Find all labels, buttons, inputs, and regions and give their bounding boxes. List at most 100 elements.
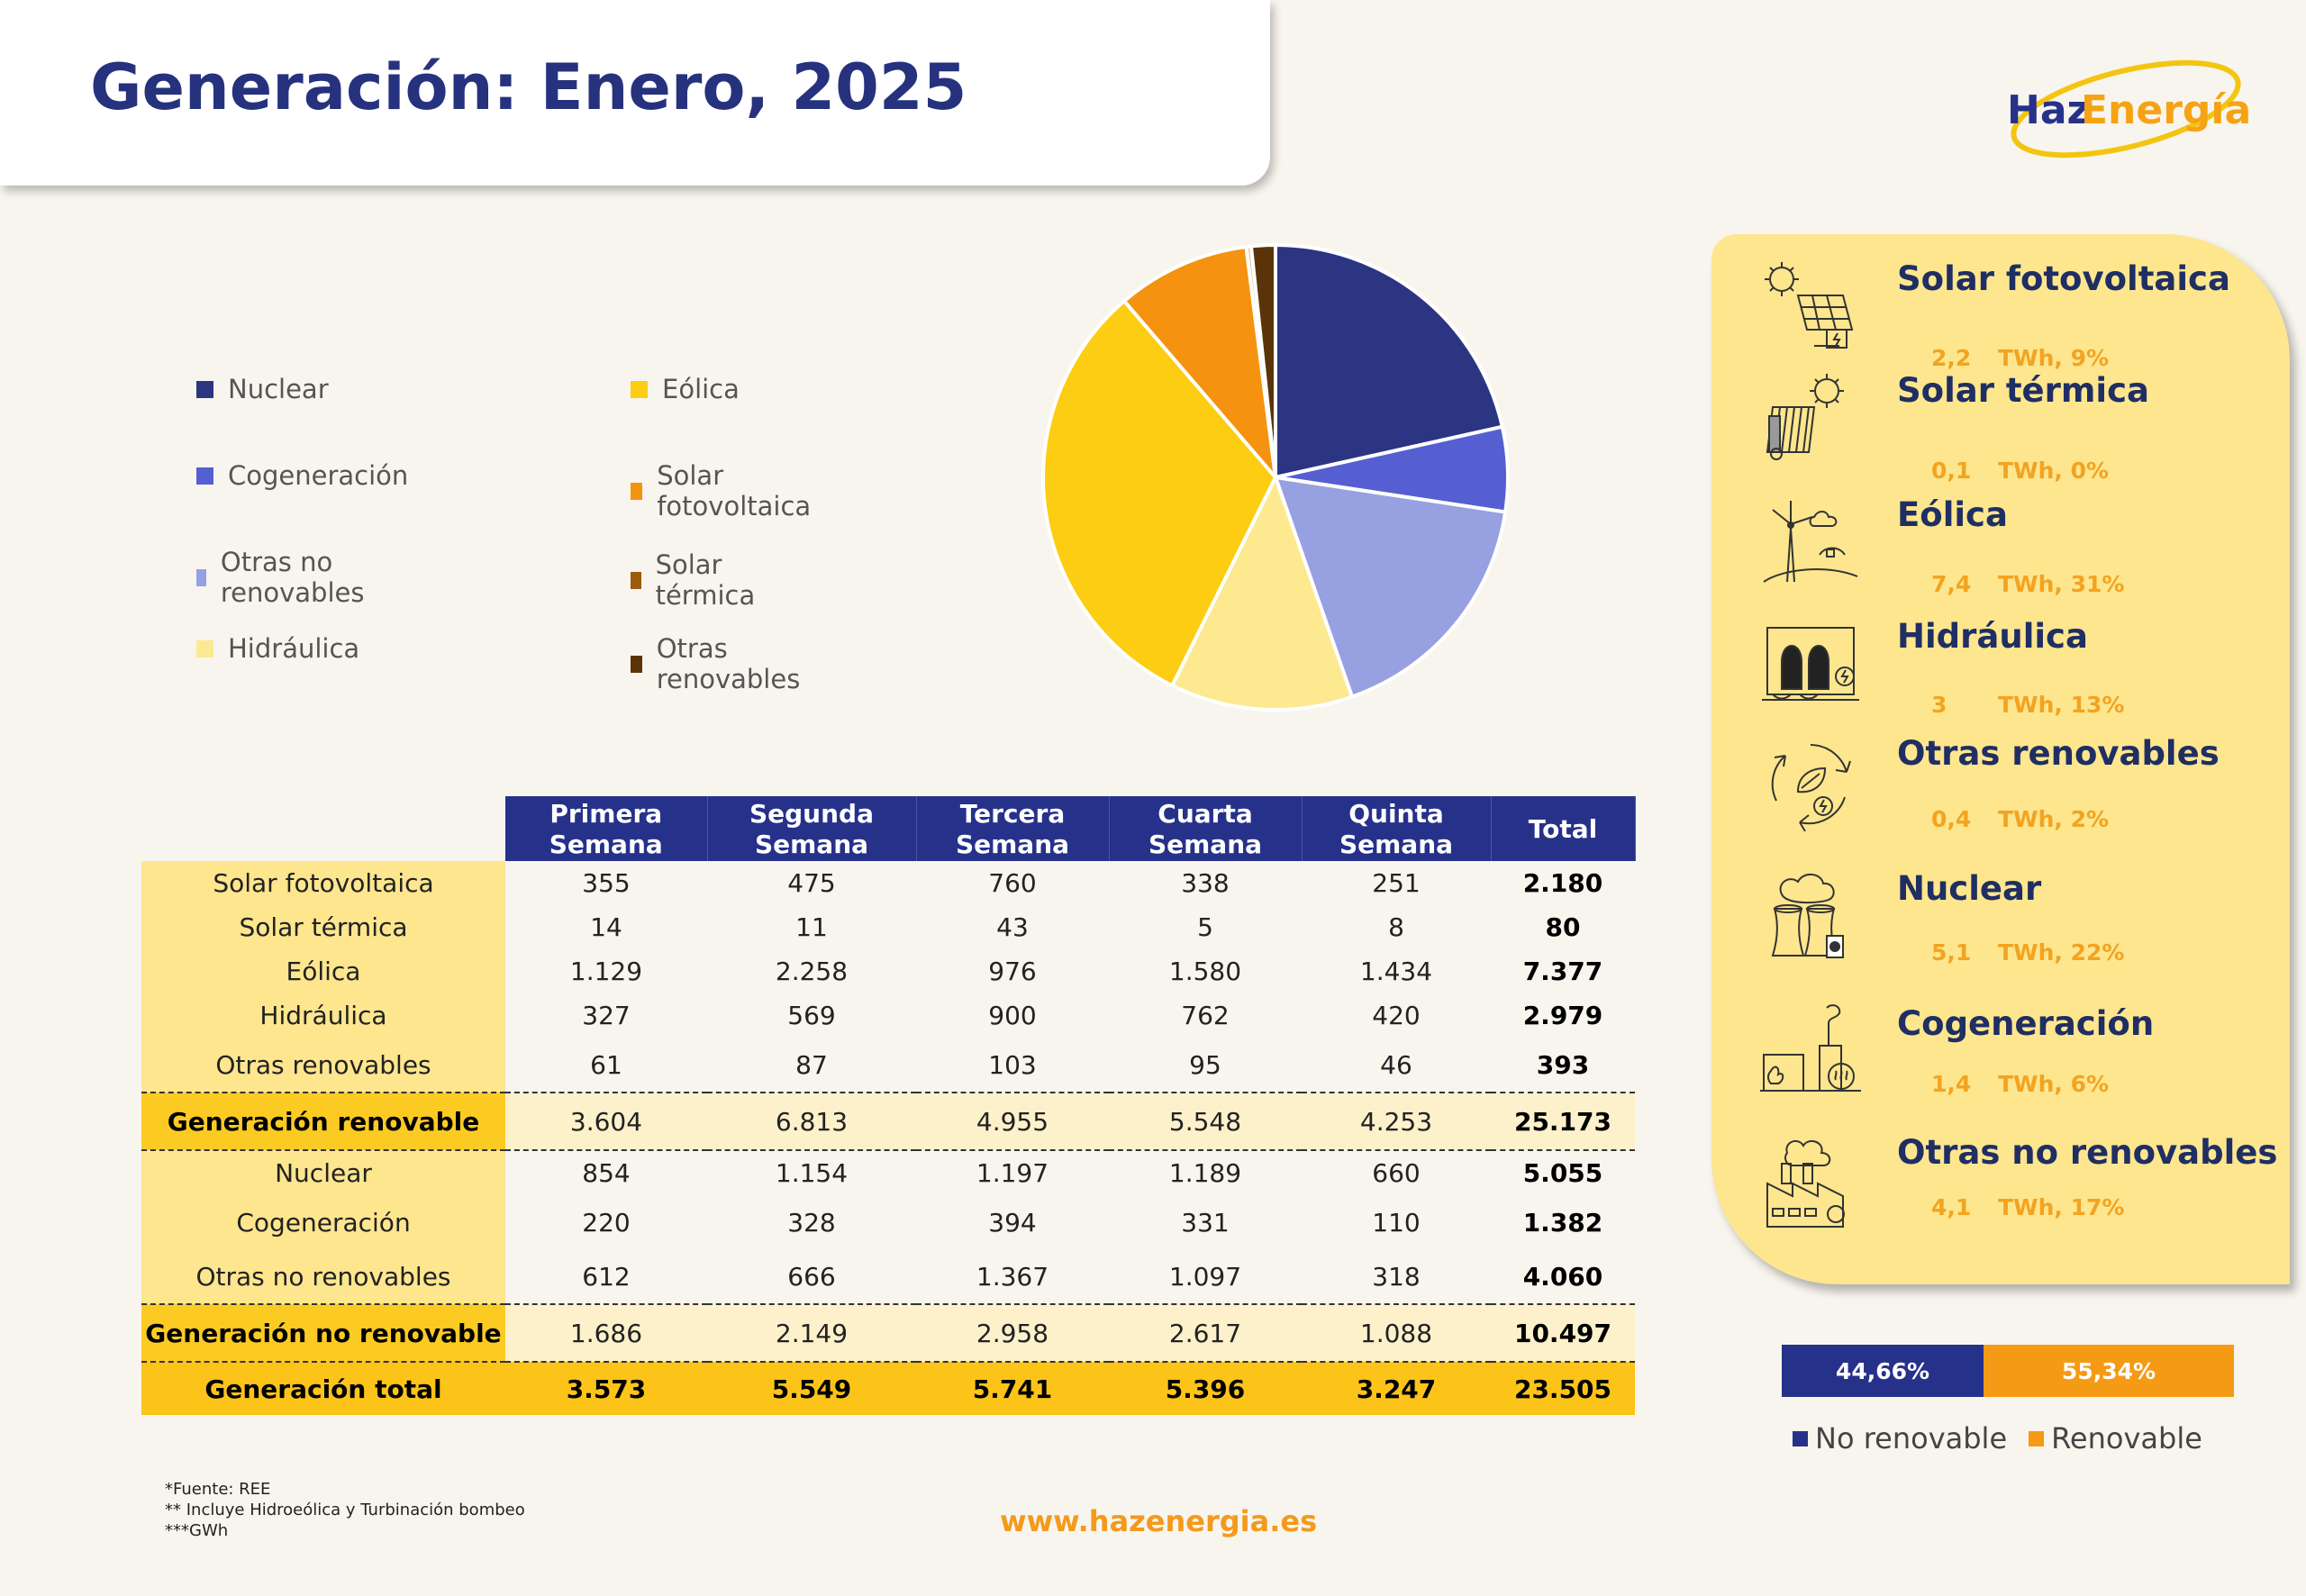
source-name: Nuclear	[1897, 869, 2042, 908]
solar-panel-icon	[1765, 262, 1854, 349]
table-cell-total: 1.382	[1522, 1207, 1603, 1238]
table-cell: 5	[1197, 912, 1213, 942]
generation-table: Primera Semana Segunda Semana Tercera Seman…	[141, 796, 1636, 1415]
table-cell: 5.549	[707, 1361, 916, 1415]
table-cell: 4.955	[916, 1092, 1109, 1151]
logo-text-haz: Haz	[2007, 87, 2090, 133]
sources-panel: Solar fotovoltaica 2,2 TWh, 9% Solar tér…	[1711, 234, 2290, 1284]
column-header-total: Total	[1491, 796, 1636, 861]
legend-label: Solar fotovoltaica	[657, 460, 812, 521]
table-cell: 328	[787, 1207, 836, 1238]
row-label: Otras renovables	[141, 1038, 505, 1093]
table-cell-total: 2.180	[1522, 868, 1603, 898]
legend-label: Otras no renovables	[220, 547, 365, 608]
table-cell-total: 23.505	[1491, 1361, 1635, 1415]
table-cell: 1.154	[775, 1158, 849, 1188]
website-link[interactable]: www.hazenergia.es	[1000, 1504, 1318, 1538]
legend-label: Nuclear	[228, 374, 329, 404]
table-cell-total: 7.377	[1522, 957, 1603, 986]
table-cell-total: 2.979	[1522, 1001, 1603, 1030]
source-name: Otras renovables	[1897, 734, 2220, 773]
table-cell: 331	[1181, 1207, 1230, 1238]
table-cell: 251	[1372, 868, 1421, 898]
source-unit: TWh, 2%	[1998, 806, 2110, 832]
source-item: Solar térmica 0,1 TWh, 0%	[1711, 371, 2290, 484]
table-cell: 1.088	[1302, 1303, 1491, 1363]
table-row: Otras renovables 61 87 103 95 46 393	[141, 1038, 1635, 1093]
row-label: Generación total	[141, 1361, 505, 1415]
table-cell: 2.149	[707, 1303, 916, 1363]
footnotes: *Fuente: REE ** Incluye Hidroeólica y Tu…	[165, 1479, 525, 1541]
table-cell: 1.367	[976, 1261, 1049, 1292]
footnote: ***GWh	[165, 1521, 229, 1540]
legend-swatch	[1793, 1430, 1808, 1446]
table-cell-total: 4.060	[1522, 1261, 1603, 1292]
legend-swatch	[631, 655, 642, 673]
table-cell: 87	[795, 1049, 828, 1080]
legend-item: Nuclear	[196, 374, 329, 404]
legend-swatch	[196, 380, 213, 398]
column-header: Quinta Semana	[1302, 796, 1492, 861]
logo-text-energia: Energía	[2081, 87, 2251, 133]
source-value: 2,2	[1931, 345, 1972, 371]
legend-item: Solar fotovoltaica	[631, 460, 816, 521]
legend-item: Cogeneración	[196, 460, 408, 491]
legend-label: Hidráulica	[228, 633, 360, 664]
legend-swatch	[631, 482, 643, 500]
table-cell: 95	[1189, 1049, 1221, 1080]
pie-slice-solar-fotovoltaica	[1121, 244, 1278, 484]
pie-slice-e-lica	[1041, 298, 1278, 688]
table-cell: 4.253	[1302, 1092, 1491, 1151]
table-subtotal-row: Generación no renovable 1.686 2.149 2.958 2.…	[141, 1303, 1635, 1363]
table-cell: 569	[787, 1001, 836, 1030]
renewable-split-bar: 44,66% 55,34%	[1782, 1345, 2234, 1397]
table-cell: 318	[1372, 1261, 1421, 1292]
source-value: 4,1	[1931, 1194, 1972, 1220]
table-cell: 666	[787, 1261, 836, 1292]
column-header: Cuarta Semana	[1109, 796, 1303, 861]
source-value: 0,4	[1931, 806, 1972, 832]
legend-swatch	[2029, 1430, 2045, 1446]
legend-item: Eólica	[631, 374, 740, 404]
table-row: Cogeneración 220 328 394 331 110 1.382	[141, 1195, 1635, 1249]
table-cell: 612	[582, 1261, 631, 1292]
source-item: Nuclear 5,1 TWh, 22%	[1711, 869, 2290, 977]
table-cell: 3.573	[505, 1361, 707, 1415]
row-label: Solar térmica	[141, 905, 505, 949]
legend-label: Solar térmica	[655, 549, 756, 611]
table-cell: 976	[988, 957, 1037, 986]
column-header: Segunda Semana	[707, 796, 917, 861]
table-cell: 11	[795, 912, 828, 942]
table-cell: 103	[988, 1049, 1037, 1080]
legend-item: Otras renovables	[631, 633, 806, 694]
split-legend: No renovable Renovable	[1793, 1421, 2202, 1455]
pie-slice-hidr-ulica	[1169, 472, 1355, 712]
source-unit: TWh, 22%	[1998, 939, 2125, 966]
table-cell: 660	[1372, 1158, 1421, 1188]
row-label: Generación no renovable	[141, 1303, 505, 1363]
table-cell: 338	[1181, 868, 1230, 898]
table-cell: 762	[1181, 1001, 1230, 1030]
table-cell: 5.548	[1109, 1092, 1302, 1151]
row-label: Solar fotovoltaica	[141, 861, 505, 905]
legend-label: Renovable	[2051, 1421, 2202, 1455]
legend-item: Otras no renovables	[196, 547, 372, 608]
no-renovable-segment: 44,66%	[1782, 1345, 1984, 1397]
table-cell-total: 80	[1545, 912, 1581, 942]
row-label: Otras no renovables	[141, 1249, 505, 1304]
title-box: Generación: Enero, 2025	[0, 0, 1270, 186]
source-name: Eólica	[1897, 495, 2008, 534]
table-cell: 110	[1372, 1207, 1421, 1238]
footnote: *Fuente: REE	[165, 1480, 271, 1499]
factory-icon	[1766, 1139, 1845, 1228]
source-value: 5,1	[1931, 939, 1972, 966]
source-item: Hidráulica 3 TWh, 13%	[1711, 617, 2290, 725]
source-unit: TWh, 17%	[1998, 1194, 2125, 1220]
wind-turbine-icon	[1763, 501, 1858, 583]
source-unit: TWh, 9%	[1998, 345, 2110, 371]
row-label: Eólica	[141, 949, 505, 993]
legend-swatch	[631, 571, 641, 589]
row-label: Nuclear	[141, 1150, 505, 1195]
column-header: Tercera Semana	[916, 796, 1110, 861]
table-cell: 394	[988, 1207, 1037, 1238]
